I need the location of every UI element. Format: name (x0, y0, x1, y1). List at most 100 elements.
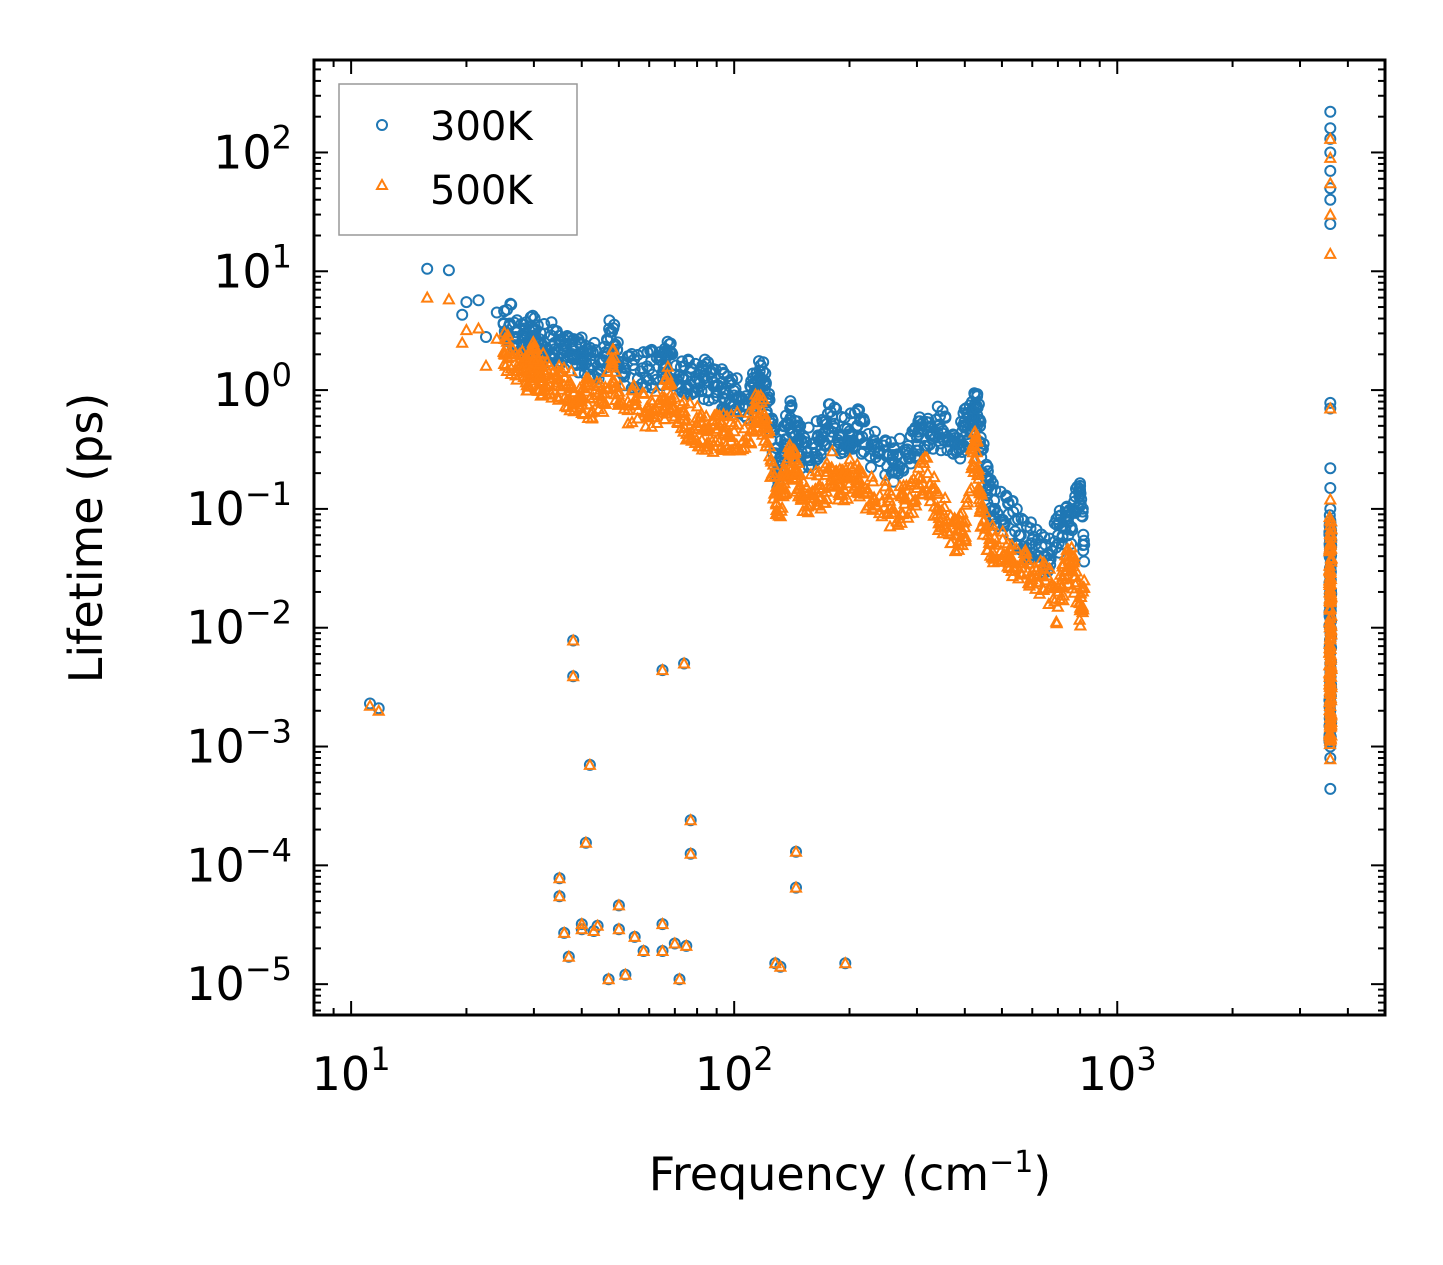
y-tick-label-exponent: −4 (245, 831, 292, 869)
point-300k (989, 502, 1002, 515)
legend-item-300k: 300K (376, 104, 534, 150)
point-500k (684, 846, 698, 859)
point-500k (1323, 207, 1337, 220)
point-500k (557, 925, 571, 938)
point-300k (790, 419, 802, 432)
point-500k (853, 473, 867, 486)
point-300k (970, 402, 983, 415)
point-500k (869, 498, 884, 511)
point-300k (859, 438, 872, 451)
point-500k (566, 385, 580, 398)
point-300k (723, 374, 736, 387)
y-tick-label-exponent: −2 (245, 594, 292, 632)
point-300k (816, 431, 829, 444)
point-500k (1077, 580, 1091, 593)
point-500k (898, 492, 913, 505)
x-axis-label-end: ) (1033, 1147, 1051, 1201)
point-300k (636, 362, 649, 375)
point-500k (1324, 627, 1338, 640)
point-500k (585, 410, 599, 423)
point-500k (627, 378, 641, 391)
point-500k (529, 341, 543, 354)
point-500k (825, 461, 839, 474)
legend: 300K 500K (338, 83, 578, 236)
point-300k (505, 298, 518, 311)
point-500k (596, 404, 610, 417)
point-500k (590, 918, 605, 931)
point-500k (521, 365, 535, 378)
point-300k (1324, 105, 1337, 118)
point-500k (700, 421, 715, 434)
point-300k (1002, 508, 1015, 521)
point-500k (974, 501, 988, 514)
y-tick-label-base: 10 (213, 363, 272, 417)
point-500k (1323, 737, 1337, 750)
point-300k (873, 446, 886, 459)
point-500k (694, 415, 708, 428)
point-500k (977, 512, 991, 525)
point-500k (837, 493, 851, 506)
point-500k (1323, 246, 1337, 259)
x-tick-label-exponent: 2 (753, 1040, 773, 1078)
point-500k (1323, 537, 1337, 550)
point-500k (1051, 599, 1065, 612)
point-500k (733, 443, 747, 456)
point-300k (971, 388, 984, 401)
point-300k (702, 356, 714, 369)
point-300k (1324, 146, 1337, 159)
y-tick-label-exponent: 0 (272, 356, 292, 394)
point-500k (583, 757, 597, 770)
point-500k (751, 388, 765, 401)
point-500k (720, 409, 734, 422)
point-300k (889, 466, 902, 479)
point-300k (1052, 537, 1065, 550)
point-300k (480, 331, 492, 343)
point-500k (1073, 618, 1088, 631)
point-500k (713, 440, 728, 453)
point-300k (1017, 514, 1030, 527)
point-500k (1061, 576, 1075, 589)
y-tick-label: 10−1 (186, 475, 292, 536)
point-500k (686, 422, 701, 435)
point-500k (1323, 401, 1337, 414)
point-300k (1078, 538, 1091, 551)
point-500k (743, 424, 757, 437)
point-500k (1073, 600, 1087, 613)
point-500k (838, 956, 852, 969)
point-300k (1059, 522, 1072, 535)
point-500k (804, 467, 818, 480)
point-500k (737, 421, 752, 434)
point-500k (1077, 573, 1091, 586)
point-500k (820, 491, 834, 504)
y-tick-label-base: 10 (186, 601, 245, 655)
point-500k (628, 393, 642, 406)
point-500k (1323, 641, 1337, 654)
point-500k (906, 471, 921, 484)
point-300k (935, 444, 948, 457)
point-500k (663, 403, 677, 416)
point-300k (1324, 193, 1337, 206)
point-500k (959, 497, 973, 510)
x-axis-label-base: Frequency (cm (649, 1147, 989, 1201)
point-500k (1038, 573, 1053, 586)
point-300k (856, 430, 869, 443)
point-500k (936, 526, 950, 539)
point-500k (789, 880, 803, 893)
point-300k (456, 308, 469, 321)
x-tick-label-base: 10 (695, 1047, 754, 1101)
point-500k (655, 917, 670, 930)
point-300k (421, 262, 434, 275)
point-500k (730, 437, 744, 450)
point-500k (756, 392, 771, 405)
point-500k (1001, 549, 1016, 562)
legend-box (338, 83, 578, 236)
point-500k (953, 507, 967, 520)
legend-triangle-marker (375, 177, 389, 190)
point-500k (1064, 556, 1079, 569)
point-500k (575, 405, 589, 418)
point-500k (522, 379, 537, 392)
point-500k (1039, 558, 1053, 571)
point-300k (893, 432, 906, 445)
point-500k (679, 413, 693, 426)
